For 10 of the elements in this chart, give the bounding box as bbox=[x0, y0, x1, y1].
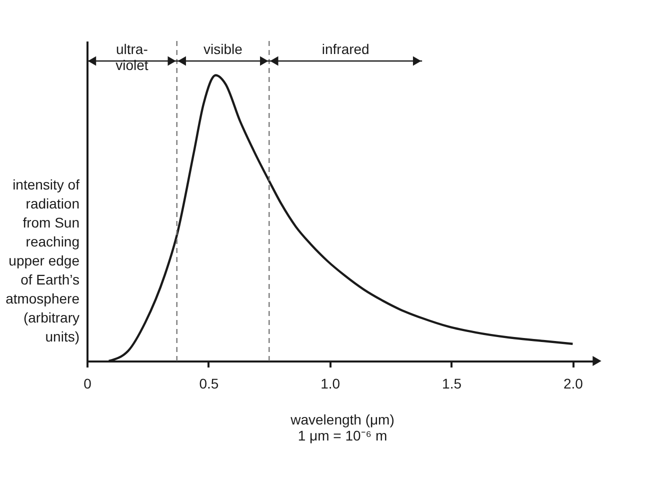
text: ultra- violet bbox=[116, 41, 148, 73]
text: visible bbox=[204, 41, 243, 57]
x-tick-label: 1.0 bbox=[320, 376, 340, 392]
x-tick-label: 2.0 bbox=[563, 376, 584, 392]
text: intensity of radiation from Sun reaching upper edge of Earth’s atmosphere (arbitrary units) bbox=[6, 176, 80, 344]
x-tick-label: 1.5 bbox=[442, 376, 462, 392]
text: infrared bbox=[322, 41, 370, 57]
x-tick-label: 0 bbox=[84, 376, 92, 392]
x-tick-label: 0.5 bbox=[199, 376, 219, 392]
x-axis-title: wavelength (μm) 1 μm = 10⁻⁶ m bbox=[290, 412, 394, 444]
